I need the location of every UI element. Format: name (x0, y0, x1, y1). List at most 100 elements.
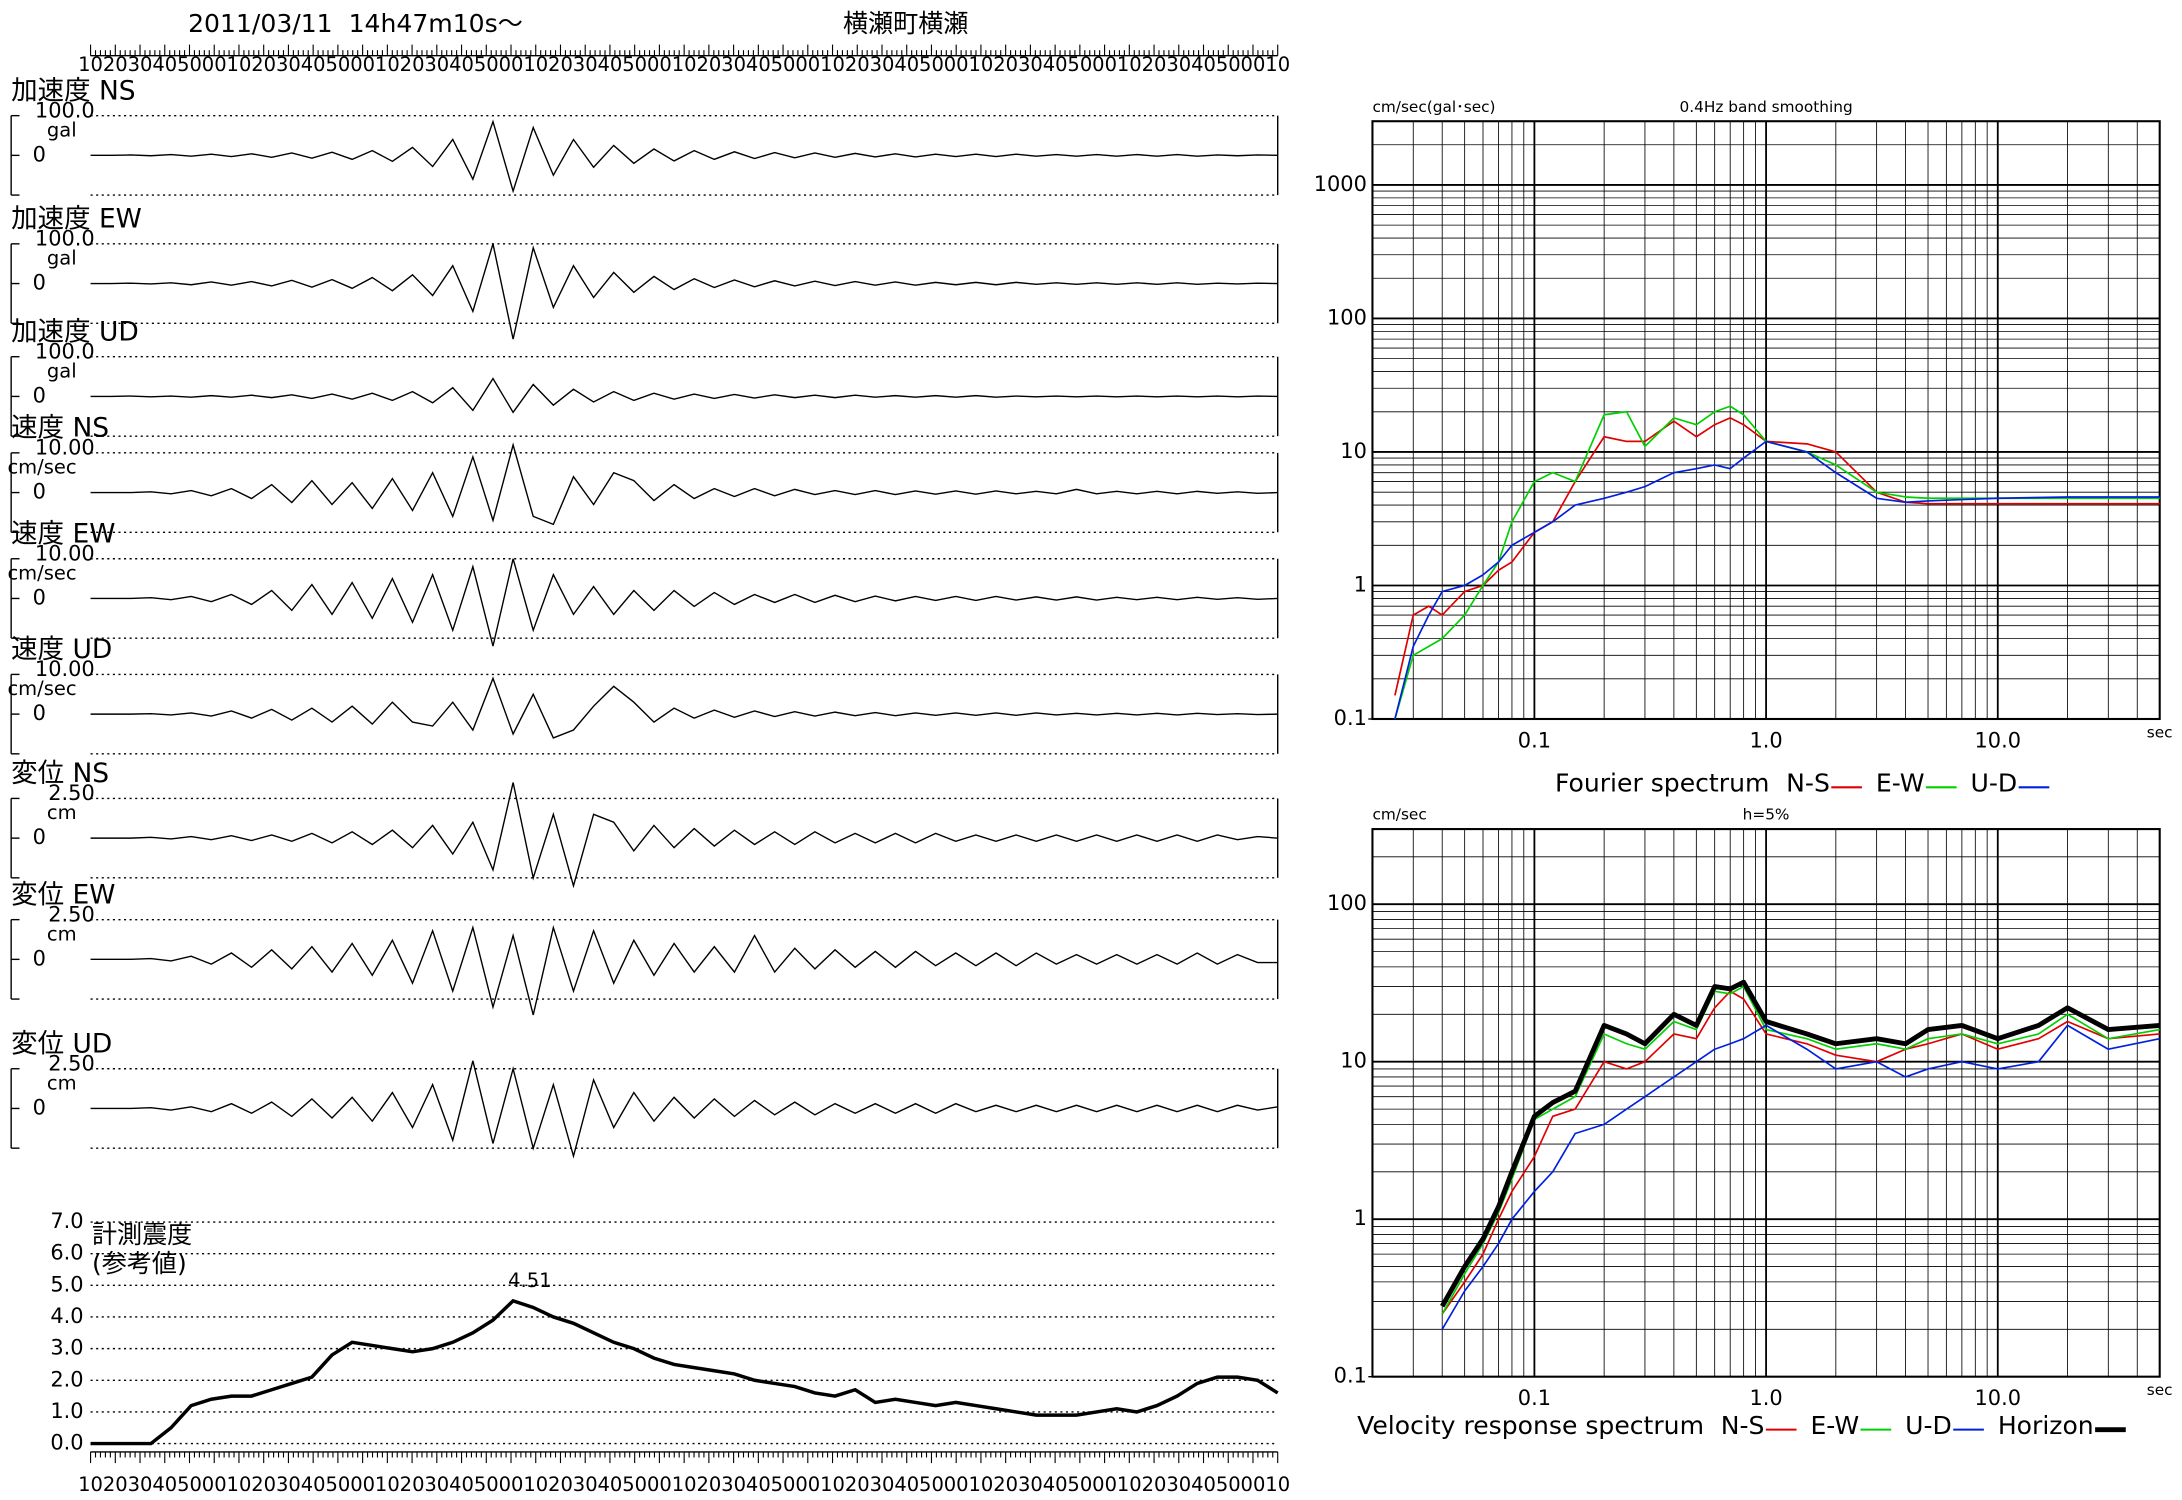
time-label: 50 (474, 53, 499, 76)
wave-title: 変位 NS (11, 758, 109, 789)
x-axis-label: sec (2147, 723, 2173, 741)
time-label: 50 (325, 1473, 350, 1496)
time-label: 10 (78, 1473, 103, 1496)
record-date: 2011/03/11 14h47m10s〜 (188, 9, 523, 38)
time-label: 00 (202, 53, 227, 76)
time-label: 40 (301, 1473, 326, 1496)
time-label: 40 (449, 1473, 474, 1496)
intensity-title: 計測震度 (92, 1220, 192, 1249)
legend-label: N-S (1786, 768, 1830, 797)
time-label: 30 (1018, 1473, 1043, 1496)
intensity-subtitle: (参考値) (92, 1249, 187, 1278)
time-label: 40 (1043, 1473, 1068, 1496)
time-label: 20 (548, 1473, 573, 1496)
time-label: 00 (795, 1473, 820, 1496)
y-tick-label: 1 (1354, 572, 1367, 596)
y-tick-label: 6.0 (50, 1241, 83, 1265)
y-tick-label: 1000 (1314, 172, 1367, 196)
time-label: 00 (944, 53, 969, 76)
time-label: 50 (771, 1473, 796, 1496)
y-tick-label: 3.0 (50, 1336, 83, 1360)
time-label: 30 (1018, 53, 1043, 76)
wave-scale-label: 10.00 (35, 436, 95, 460)
wave-scale-label: 100.0 (35, 98, 95, 122)
legend-label: N-S (1721, 1411, 1765, 1440)
time-label: 30 (276, 53, 301, 76)
waveform (90, 1060, 1278, 1159)
x-tick-label: 0.1 (1518, 1386, 1551, 1410)
time-label: 20 (251, 1473, 276, 1496)
wave-unit: cm/sec (7, 677, 76, 700)
spectrum-line (1441, 990, 2160, 1315)
y-tick-label: 0.0 (50, 1431, 83, 1455)
time-label: 40 (598, 53, 623, 76)
waveform (90, 243, 1278, 340)
time-label: 40 (449, 53, 474, 76)
time-label: 10 (672, 53, 697, 76)
time-label: 00 (1241, 53, 1266, 76)
time-label: 10 (1117, 53, 1142, 76)
wave-scale-label: 10.00 (35, 657, 95, 681)
wave-title: 変位 UD (11, 1029, 112, 1060)
y-tick-label: 1 (1354, 1206, 1367, 1230)
time-label: 10 (78, 53, 103, 76)
y-tick-label: 1.0 (50, 1399, 83, 1423)
time-label: 20 (400, 1473, 425, 1496)
y-axis-label: cm/sec(gal･sec) (1372, 98, 1495, 116)
time-label: 50 (325, 53, 350, 76)
legend-title: Velocity response spectrum (1357, 1411, 1704, 1440)
time-label: 00 (1092, 1473, 1117, 1496)
x-tick-label: 1.0 (1749, 1386, 1782, 1410)
y-tick-label: 7.0 (50, 1209, 83, 1233)
wave-unit: cm (47, 922, 77, 945)
waveform (90, 442, 1278, 526)
time-label: 10 (375, 53, 400, 76)
time-label: 30 (424, 53, 449, 76)
time-label: 40 (894, 1473, 919, 1496)
time-label: 00 (202, 1473, 227, 1496)
y-tick-label: 4.0 (50, 1304, 83, 1328)
wave-unit: gal (47, 118, 77, 141)
time-label: 30 (573, 1473, 598, 1496)
time-label: 50 (622, 1473, 647, 1496)
time-label: 00 (795, 53, 820, 76)
time-label: 40 (598, 1473, 623, 1496)
time-label: 30 (870, 53, 895, 76)
time-label: 20 (103, 53, 128, 76)
wave-title: 変位 EW (11, 879, 115, 910)
time-label: 30 (1166, 53, 1191, 76)
y-tick-label: 0.1 (1334, 1364, 1367, 1388)
time-label: 50 (177, 53, 202, 76)
time-label: 40 (894, 53, 919, 76)
wave-scale-label: 100.0 (35, 227, 95, 251)
waveform (90, 924, 1278, 1016)
time-label: 50 (919, 53, 944, 76)
time-label: 40 (1043, 53, 1068, 76)
plot-frame (1371, 828, 2161, 1378)
legend-label: Horizon (1998, 1411, 2094, 1440)
wave-zero-label: 0 (33, 825, 46, 849)
wave-unit: gal (47, 360, 77, 383)
time-label: 50 (622, 53, 647, 76)
time-label: 20 (993, 1473, 1018, 1496)
time-label: 40 (152, 53, 177, 76)
time-label: 20 (548, 53, 573, 76)
time-label: 20 (845, 53, 870, 76)
time-label: 30 (424, 1473, 449, 1496)
time-label: 20 (103, 1473, 128, 1496)
time-label: 10 (375, 1473, 400, 1496)
time-label: 10 (969, 53, 994, 76)
legend-label: U-D (1905, 1411, 1952, 1440)
wave-title: 速度 NS (11, 413, 109, 444)
y-tick-label: 5.0 (50, 1272, 83, 1296)
time-label: 20 (696, 53, 721, 76)
time-label: 20 (1142, 1473, 1167, 1496)
time-label: 10 (820, 1473, 845, 1496)
wave-unit: gal (47, 247, 77, 270)
time-label: 10 (1265, 53, 1290, 76)
spectrum-line (1394, 440, 2160, 720)
legend-label: E-W (1876, 768, 1925, 797)
time-label: 20 (251, 53, 276, 76)
chart-title: h=5% (1743, 806, 1790, 824)
